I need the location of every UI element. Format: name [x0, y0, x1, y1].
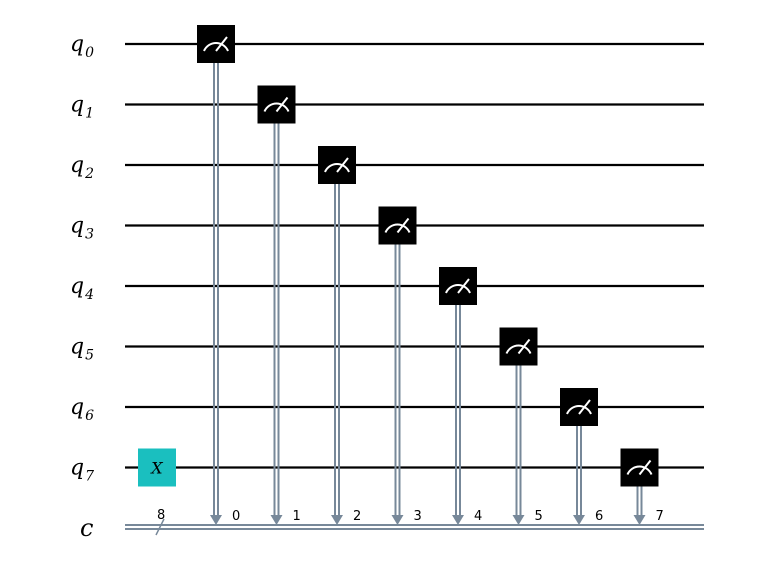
qubit-label-subscript-0: 0 [85, 45, 94, 61]
meter-icon-needle-4 [457, 278, 470, 294]
measure-bit-label-1: 1 [293, 509, 301, 524]
meter-icon-needle-6 [578, 399, 591, 415]
measure-bit-label-7: 7 [656, 509, 664, 524]
qubit-label-subscript-2: 2 [84, 166, 94, 182]
meter-icon-needle-7 [638, 459, 652, 476]
measure-arrow-5 [512, 515, 525, 525]
qubit-label-subscript-6: 6 [85, 408, 94, 424]
measure-bit-label-6: 6 [595, 509, 603, 524]
x-gate [138, 448, 176, 487]
meter-icon-arc-3 [384, 223, 411, 233]
meter-icon-arc-7 [626, 465, 653, 475]
meter-icon-needle-0 [215, 36, 228, 52]
qubit-label-2: q2 [70, 153, 94, 182]
meter-icon-needle-2 [336, 157, 349, 173]
gates: X [138, 25, 659, 487]
qubit-label-subscript-7: 7 [85, 469, 94, 485]
qubit-label-subscript-5: 5 [85, 348, 94, 364]
qubit-label-3: q3 [70, 214, 94, 243]
meter-icon-needle-3 [396, 217, 410, 234]
qubit-label-subscript-4: 4 [84, 287, 94, 303]
measure-arrow-4 [452, 515, 464, 525]
measure-bit-label-5: 5 [535, 509, 543, 524]
classical-register-width: 8 [157, 508, 165, 523]
meter-icon-arc-4 [445, 284, 471, 294]
measure-arrow-0 [210, 515, 222, 525]
x-gate-label: X [149, 459, 163, 478]
meter-icon-needle-5 [517, 338, 531, 355]
meter-icon-arc-6 [566, 405, 592, 415]
measure-bit-label-0: 0 [232, 509, 240, 524]
classical-wire: 8 [125, 508, 704, 536]
qubit-label-subscript-3: 3 [85, 227, 94, 243]
qubit-label-5: q5 [70, 335, 94, 364]
qubit-label-0: q0 [70, 32, 94, 61]
measure-bit-label-3: 3 [414, 509, 422, 524]
measure-bit-label-2: 2 [353, 509, 361, 524]
qubit-wires [125, 42, 704, 469]
bundle-slash [155, 518, 165, 536]
measure-arrow-2 [331, 515, 343, 525]
qubit-label-7: q7 [70, 456, 94, 485]
measure-arrow-1 [270, 515, 283, 525]
classical-register-label: c [80, 514, 93, 542]
qubit-label-6: q6 [70, 395, 94, 424]
meter-icon-arc-2 [324, 163, 350, 173]
qubit-label-4: q4 [70, 274, 94, 303]
meter-icon-arc-1 [263, 102, 290, 112]
qubit-label-subscript-1: 1 [85, 106, 94, 122]
measure-arrow-3 [391, 515, 404, 525]
measure-arrow-6 [573, 515, 585, 525]
measure-arrow-7 [633, 515, 646, 525]
meter-icon-needle-1 [275, 96, 289, 113]
qubit-label-1: q1 [70, 93, 94, 122]
meter-icon-arc-5 [505, 344, 532, 354]
measure-gate-3 [378, 206, 417, 245]
meter-icon-arc-0 [203, 42, 229, 52]
measurement-connectors: 0 1 2 3 4 5 6 7 [210, 44, 664, 525]
register-labels: q0 q1 q2 q3 q4 q5 q6 q7 c [70, 32, 94, 542]
measure-bit-label-4: 4 [474, 509, 482, 524]
